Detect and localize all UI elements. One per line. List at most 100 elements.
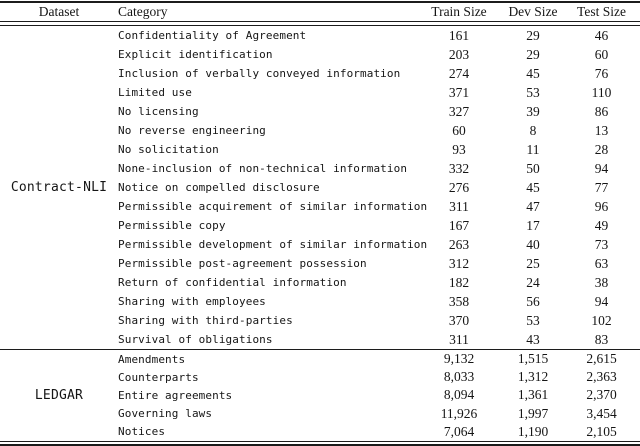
table-row: Counterparts 8,033 1,312 2,363 — [118, 368, 640, 386]
dev-cell: 1,515 — [517, 351, 549, 367]
train-cell: 167 — [448, 217, 470, 233]
category-cell: Entire agreements — [118, 388, 233, 402]
train-cell: 358 — [448, 293, 470, 309]
test-cell: 76 — [594, 65, 609, 81]
table-row: Entire agreements 8,094 1,361 2,370 — [118, 386, 640, 404]
dataset-section: Contract-NLI Confidentiality of Agreemen… — [0, 26, 640, 349]
dev-cell: 45 — [526, 65, 540, 81]
section-rows: Confidentiality of Agreement 161 29 46 E… — [118, 26, 640, 349]
train-cell: 8,094 — [443, 387, 475, 403]
train-cell: 263 — [448, 236, 470, 252]
category-cell: None-inclusion of non-technical informat… — [118, 162, 408, 175]
header-test-size: Test Size — [577, 4, 626, 19]
dev-cell: 8 — [529, 122, 537, 138]
train-cell: 93 — [452, 141, 466, 157]
dev-cell: 40 — [526, 236, 540, 252]
category-cell: Notices — [118, 425, 166, 439]
dev-cell: 17 — [526, 217, 540, 233]
dev-cell: 1,312 — [517, 369, 549, 385]
category-cell: No reverse engineering — [118, 124, 266, 137]
category-cell: Sharing with employees — [118, 295, 266, 308]
test-cell: 96 — [594, 198, 609, 214]
category-cell: Survival of obligations — [118, 333, 273, 346]
dev-cell: 47 — [526, 198, 540, 214]
table-row: Permissible post-agreement possession 31… — [118, 254, 640, 273]
top-rule — [0, 1, 640, 3]
table-row: Notices 7,064 1,190 2,105 — [118, 423, 640, 441]
train-cell: 370 — [448, 312, 470, 328]
test-cell: 94 — [594, 160, 609, 176]
table-row: Inclusion of verbally conveyed informati… — [118, 64, 640, 83]
category-cell: Inclusion of verbally conveyed informati… — [118, 67, 401, 80]
dev-cell: 43 — [526, 331, 540, 347]
dev-cell: 25 — [526, 255, 540, 271]
bottom-rule — [0, 440, 640, 446]
test-cell: 2,370 — [586, 387, 617, 403]
dev-cell: 53 — [526, 312, 540, 328]
category-cell: Return of confidential information — [118, 276, 347, 289]
test-cell: 2,363 — [586, 369, 617, 385]
table-row: Return of confidential information 182 2… — [118, 273, 640, 292]
table-row: None-inclusion of non-technical informat… — [118, 159, 640, 178]
category-cell: Permissible post-agreement possession — [118, 257, 367, 270]
train-cell: 371 — [448, 84, 470, 100]
table-row: Sharing with employees 358 56 94 — [118, 292, 640, 311]
test-cell: 28 — [594, 141, 609, 157]
test-cell: 73 — [594, 236, 609, 252]
header-dataset: Dataset — [38, 4, 80, 19]
category-cell: Sharing with third-parties — [118, 314, 293, 327]
section-rows: Amendments 9,132 1,515 2,615 Counterpart… — [118, 350, 640, 441]
section-divider-rule — [0, 349, 640, 350]
table-row: Permissible development of similar infor… — [118, 235, 640, 254]
test-cell: 2,105 — [586, 423, 617, 439]
header-train-size: Train Size — [431, 4, 487, 19]
test-cell: 94 — [594, 293, 609, 309]
category-cell: Confidentiality of Agreement — [118, 29, 307, 42]
test-cell: 86 — [594, 103, 609, 119]
dev-cell: 39 — [526, 103, 540, 119]
train-cell: 311 — [449, 198, 469, 214]
train-cell: 8,033 — [443, 369, 475, 385]
table-row: Permissible acquirement of similar infor… — [118, 197, 640, 216]
table-body: Contract-NLI Confidentiality of Agreemen… — [0, 26, 640, 441]
dev-cell: 1,997 — [517, 405, 549, 421]
table-row: Limited use 371 53 110 — [118, 83, 640, 102]
table-row: Sharing with third-parties 370 53 102 — [118, 311, 640, 330]
test-cell: 77 — [594, 179, 609, 195]
category-cell: Permissible copy — [118, 219, 226, 232]
table-row: Explicit identification 203 29 60 — [118, 45, 640, 64]
dev-cell: 53 — [526, 84, 540, 100]
table-row: No reverse engineering 60 8 13 — [118, 121, 640, 140]
train-cell: 332 — [448, 160, 470, 176]
test-cell: 13 — [594, 122, 609, 138]
test-cell: 46 — [594, 27, 609, 43]
train-cell: 327 — [448, 103, 470, 119]
table-row: Survival of obligations 311 43 83 — [118, 330, 640, 349]
test-cell: 38 — [594, 274, 609, 290]
test-cell: 49 — [594, 217, 609, 233]
train-cell: 7,064 — [443, 423, 475, 439]
test-cell: 3,454 — [586, 405, 617, 421]
test-cell: 63 — [594, 255, 609, 271]
table-row: No licensing 327 39 86 — [118, 102, 640, 121]
test-cell: 102 — [591, 312, 612, 328]
train-cell: 312 — [448, 255, 470, 271]
header-divider-rule — [0, 21, 640, 26]
dataset-section: LEDGAR Amendments 9,132 1,515 2,615 Coun… — [0, 350, 640, 441]
category-cell: Amendments — [118, 352, 186, 366]
category-cell: No solicitation — [118, 143, 219, 156]
header-dev-size: Dev Size — [508, 4, 558, 19]
test-cell: 2,615 — [586, 351, 617, 367]
category-cell: Permissible acquirement of similar infor… — [118, 200, 428, 213]
test-cell: 83 — [594, 331, 609, 347]
category-cell: Governing laws — [118, 407, 213, 421]
dev-cell: 11 — [526, 141, 540, 157]
table-row: Governing laws 11,926 1,997 3,454 — [118, 405, 640, 423]
table-row: No solicitation 93 11 28 — [118, 140, 640, 159]
table-row: Permissible copy 167 17 49 — [118, 216, 640, 235]
category-cell: Counterparts — [118, 370, 199, 384]
train-cell: 311 — [449, 331, 469, 347]
category-cell: Permissible development of similar infor… — [118, 238, 428, 251]
dev-cell: 24 — [526, 274, 540, 290]
